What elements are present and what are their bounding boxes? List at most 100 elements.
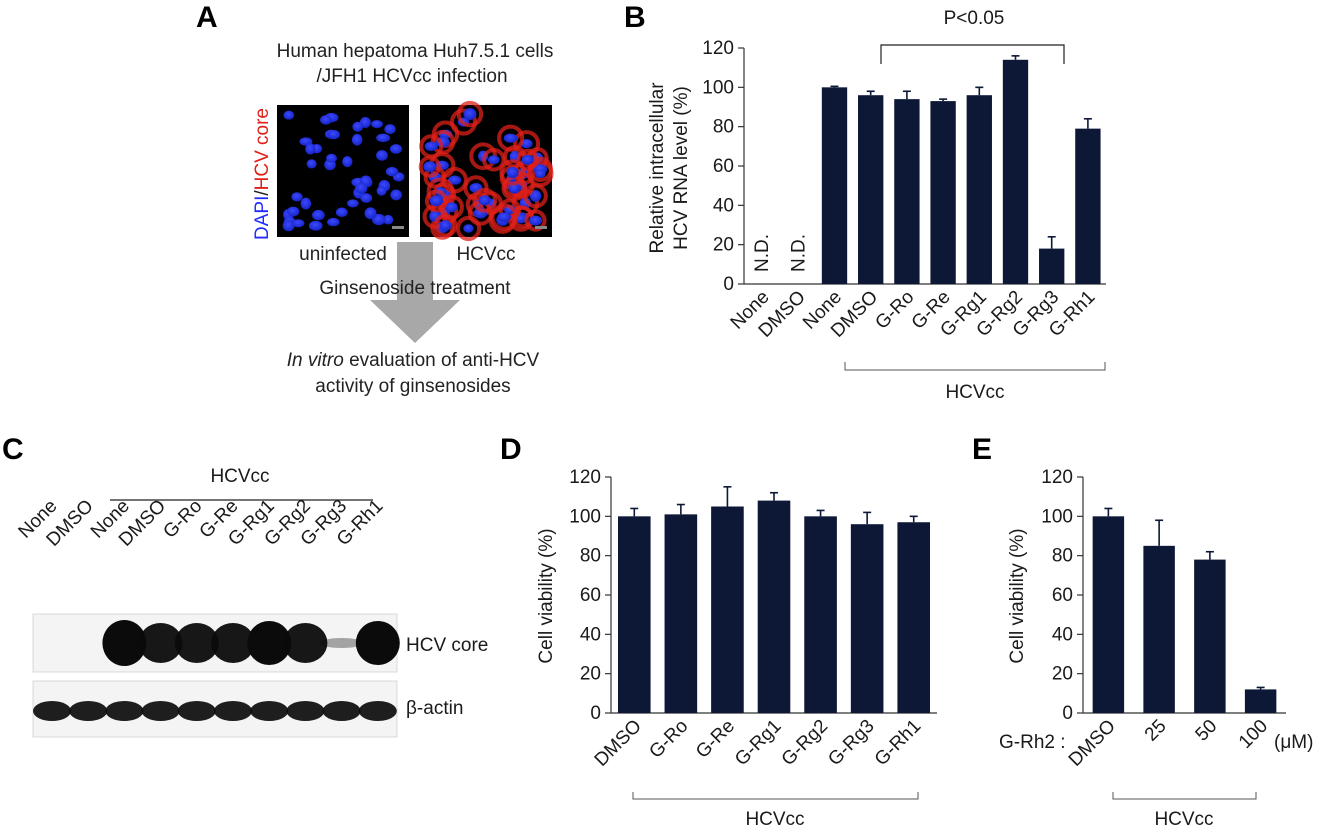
panel-b-bar xyxy=(930,101,956,284)
dapi-nucleus xyxy=(286,206,300,217)
dapi-nucleus xyxy=(488,155,500,165)
panel-d-category-label: G-Rg3 xyxy=(824,716,878,770)
hcv-core-stain xyxy=(472,187,498,213)
dapi-nucleus xyxy=(347,199,359,208)
panel-b-group-bracket xyxy=(844,362,1106,371)
panel-d-bar xyxy=(804,516,837,713)
panel-d-ytick-label: 40 xyxy=(580,624,601,645)
dapi-nucleus xyxy=(439,220,452,231)
panel-d-ytick-label: 120 xyxy=(569,467,601,488)
dapi-nucleus xyxy=(283,110,295,120)
dapi-nucleus xyxy=(384,124,396,135)
panel-b-bar xyxy=(1002,59,1029,284)
blot-band-hcv-core xyxy=(355,621,400,665)
blot-band-beta-actin xyxy=(105,701,144,721)
panel-e-group-bracket xyxy=(1112,792,1257,800)
dapi-nucleus xyxy=(478,195,491,206)
stain-label-sep: / xyxy=(252,190,273,196)
dapi-nucleus xyxy=(292,219,305,228)
scale-bar-right xyxy=(535,226,547,229)
hcv-core-stain xyxy=(433,213,458,238)
panel-d-group-label: HCVcc xyxy=(745,809,804,828)
dapi-nucleus xyxy=(371,120,383,129)
panel-d-group-bracket xyxy=(632,792,919,800)
panel-b-ylabel-line2: HCV RNA level (%) xyxy=(671,86,692,250)
significance-label: P<0.05 xyxy=(944,8,1005,29)
blot-band-hcv-core xyxy=(247,621,292,665)
panel-d-letter: D xyxy=(500,433,522,466)
hcv-core-stain xyxy=(424,189,448,213)
hcv-core-stain xyxy=(499,159,526,186)
panel-d-category-label: G-Rh1 xyxy=(871,716,925,770)
dapi-nucleus xyxy=(521,154,534,165)
panel-b-ytick-label: 40 xyxy=(713,195,734,216)
panel-b-bar xyxy=(821,87,848,284)
panel-e-bar xyxy=(1194,559,1226,713)
panel-b-bar xyxy=(1075,128,1101,284)
panel-e-group-label: HCVcc xyxy=(1154,809,1213,828)
evaluation-line1: In vitro evaluation of anti-HCV xyxy=(287,350,540,371)
dapi-nucleus xyxy=(360,193,373,203)
dapi-nucleus xyxy=(503,133,518,143)
dapi-nucleus xyxy=(306,159,317,169)
blot-lane-label: G-Ro xyxy=(159,496,206,543)
dapi-nucleus xyxy=(529,190,542,202)
evaluation-rest: evaluation of anti-HCV xyxy=(344,350,540,371)
panel-e-ytick-label: 80 xyxy=(1052,546,1073,567)
panel-d-bar xyxy=(617,516,651,713)
panel-b-bar xyxy=(1039,248,1065,284)
dapi-nucleus xyxy=(382,214,394,225)
dapi-nucleus xyxy=(305,143,316,155)
panel-d-category-label: G-Rg1 xyxy=(731,716,785,770)
blot-band-beta-actin xyxy=(286,701,325,721)
hcv-core-stain xyxy=(526,160,554,188)
hcv-core-stain xyxy=(516,148,539,171)
evaluation-line2: activity of ginsenosides xyxy=(315,376,510,397)
dapi-nucleus xyxy=(376,133,391,143)
micrograph-uninfected-cells xyxy=(282,110,405,232)
panel-d-ytick-label: 80 xyxy=(580,546,601,567)
evaluation-italic: In vitro xyxy=(287,350,344,371)
blot-band-hcv-core xyxy=(174,623,219,663)
panel-e-category-label: 100 xyxy=(1235,716,1272,753)
panel-d-bar xyxy=(711,506,744,713)
dapi-nucleus xyxy=(354,182,368,194)
blot-band-hcv-core xyxy=(138,623,183,663)
panel-d-ytick-label: 60 xyxy=(580,585,601,606)
stain-label-dapi: DAPI xyxy=(252,196,273,240)
panel-d-bar xyxy=(897,522,931,713)
panel-b: B Relative intracellular HCV RNA level (… xyxy=(624,1,1106,403)
panel-c-group-label: HCVcc xyxy=(210,466,269,487)
stain-label: DAPI/HCV core xyxy=(252,108,273,240)
dapi-nucleus xyxy=(463,108,477,120)
panel-e-category-label: DMSO xyxy=(1065,716,1120,771)
dapi-nucleus xyxy=(335,207,348,218)
blot-band-beta-actin xyxy=(358,701,397,721)
blot-hcv-core-bands xyxy=(102,620,400,666)
blot-band-hcv-core xyxy=(211,623,255,663)
blot-label-hcv-core: HCV core xyxy=(406,635,488,656)
panel-c-letter: C xyxy=(2,433,24,466)
dapi-nucleus xyxy=(326,153,337,163)
panel-a-header-line1: Human hepatoma Huh7.5.1 cells xyxy=(277,41,554,62)
panel-a: A Human hepatoma Huh7.5.1 cells /JFH1 HC… xyxy=(196,1,554,397)
panel-b-category-label: G-Ro xyxy=(871,287,918,334)
dapi-nucleus xyxy=(351,133,363,146)
panel-d-ytick-label: 0 xyxy=(590,703,601,724)
stain-label-hcv: HCV core xyxy=(252,108,273,190)
panel-b-ylabel: Relative intracellular HCV RNA level (%) xyxy=(647,82,692,254)
blot-band-beta-actin xyxy=(141,701,180,721)
blot-band-beta-actin xyxy=(177,701,216,721)
panel-b-plot: 020406080100120N.D.NoneN.D.DMSONoneDMSOG… xyxy=(702,38,1106,342)
dapi-nucleus xyxy=(385,166,399,177)
panel-b-ytick-label: 100 xyxy=(702,77,734,98)
blot-band-hcv-core xyxy=(283,623,328,663)
panel-e-bar xyxy=(1092,516,1125,713)
panel-e-bar xyxy=(1143,545,1175,713)
panel-c-lane-labels: NoneDMSONoneDMSOG-RoG-ReG-Rg1G-Rg2G-Rg3G… xyxy=(15,496,388,551)
blot-label-beta-actin: β-actin xyxy=(406,698,463,719)
hcv-core-stain xyxy=(490,203,518,231)
panel-b-ylabel-line1: Relative intracellular xyxy=(647,82,668,254)
dapi-nucleus xyxy=(308,220,323,231)
